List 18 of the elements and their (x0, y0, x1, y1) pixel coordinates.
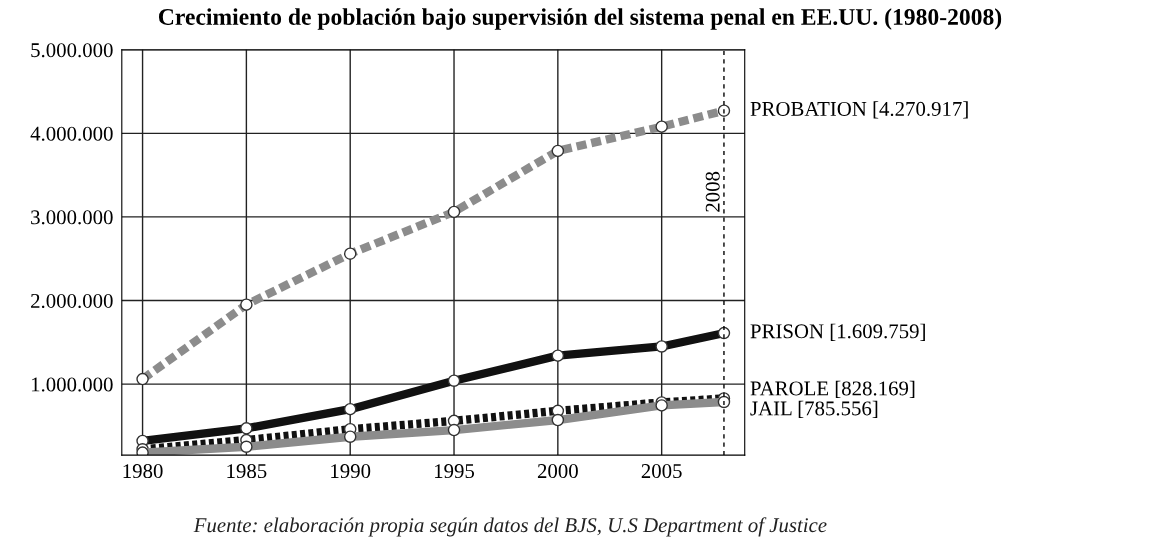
x-tick-label: 1995 (435, 464, 475, 479)
text: JAIL [785.556] (750, 400, 878, 419)
y-tick-label: 4.000.000 (30, 126, 113, 141)
y-tick-label: 3.000.000 (31, 210, 113, 225)
x-tick-label: 2005 (641, 464, 682, 479)
x-tick-label: 1980 (123, 464, 163, 479)
y-tick-label: 1.000.000 (31, 377, 113, 392)
text: PRISON [1.609.759] (750, 323, 925, 341)
y-tick-label: 2.000.000 (31, 293, 113, 309)
chart-title: Crecimiento de población bajo supervisión del sistema penal en EE.UU. (1980-2008) (158, 8, 1002, 30)
x-tick-label: 1985 (227, 464, 267, 479)
y-tick-label: 5.000.000 (31, 43, 113, 58)
source-note: Fuente: elaboración propia según datos del BJS, U.S Department of Justice (193, 517, 827, 537)
text: PROBATION [4.270.917] (750, 101, 968, 119)
x-tick-label: 1990 (331, 464, 371, 479)
ref-line-label: 2008 (705, 171, 720, 212)
x-tick-label: 2000 (537, 464, 578, 479)
text: PAROLE [828.169] (750, 380, 915, 399)
